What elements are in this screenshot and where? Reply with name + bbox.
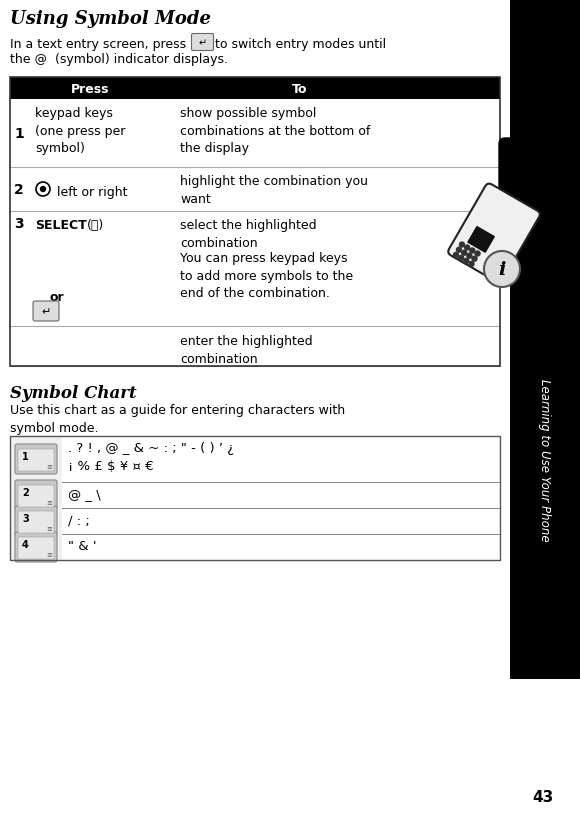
Text: 2: 2 bbox=[14, 183, 24, 197]
Circle shape bbox=[467, 254, 472, 259]
Text: / : ;: / : ; bbox=[68, 514, 90, 527]
Bar bbox=[10, 482, 62, 509]
Text: " & ': " & ' bbox=[68, 540, 96, 552]
Circle shape bbox=[465, 246, 470, 251]
Text: 2: 2 bbox=[22, 487, 29, 497]
FancyBboxPatch shape bbox=[15, 445, 57, 474]
Text: . ? ! , @ _ & ~ : ; " - ( ) ’ ¿
¡ % £ $ ¥ ¤ €: . ? ! , @ _ & ~ : ; " - ( ) ’ ¿ ¡ % £ $ … bbox=[68, 441, 234, 473]
FancyBboxPatch shape bbox=[499, 139, 579, 281]
FancyBboxPatch shape bbox=[15, 532, 57, 563]
Text: i: i bbox=[498, 260, 506, 278]
Text: Learning to Use Your Phone: Learning to Use Your Phone bbox=[538, 378, 552, 541]
Text: select the highlighted
combination: select the highlighted combination bbox=[180, 219, 317, 249]
Bar bbox=[10, 437, 500, 560]
Circle shape bbox=[459, 256, 463, 261]
Text: ≡: ≡ bbox=[46, 525, 52, 532]
Bar bbox=[10, 437, 62, 482]
Text: 1: 1 bbox=[14, 127, 24, 141]
FancyBboxPatch shape bbox=[18, 511, 54, 533]
FancyBboxPatch shape bbox=[191, 34, 213, 52]
Text: ↵: ↵ bbox=[41, 306, 50, 317]
Text: 3: 3 bbox=[14, 217, 24, 231]
Text: Symbol Chart: Symbol Chart bbox=[10, 385, 137, 401]
Bar bbox=[468, 228, 494, 253]
Text: ≡: ≡ bbox=[46, 464, 52, 469]
FancyBboxPatch shape bbox=[18, 537, 54, 559]
Text: 3: 3 bbox=[22, 514, 29, 523]
Circle shape bbox=[475, 251, 480, 256]
Text: ≡: ≡ bbox=[46, 500, 52, 505]
Text: the @  (symbol) indicator displays.: the @ (symbol) indicator displays. bbox=[10, 53, 228, 66]
Text: 43: 43 bbox=[532, 790, 554, 804]
Circle shape bbox=[464, 259, 469, 264]
Text: ≡: ≡ bbox=[46, 551, 52, 557]
Text: left or right: left or right bbox=[53, 185, 128, 198]
Circle shape bbox=[484, 251, 520, 287]
FancyBboxPatch shape bbox=[33, 301, 59, 322]
Text: 4: 4 bbox=[22, 540, 29, 550]
Text: highlight the combination you
want: highlight the combination you want bbox=[180, 174, 368, 206]
Text: or: or bbox=[50, 290, 64, 303]
Circle shape bbox=[456, 248, 462, 253]
Text: You can press keypad keys
to add more symbols to the
end of the combination.: You can press keypad keys to add more sy… bbox=[180, 251, 353, 300]
FancyBboxPatch shape bbox=[448, 184, 540, 283]
Bar bbox=[10, 78, 500, 100]
Circle shape bbox=[459, 242, 465, 247]
Circle shape bbox=[454, 253, 458, 258]
Text: enter the highlighted
combination: enter the highlighted combination bbox=[180, 335, 313, 365]
Text: In a text entry screen, press: In a text entry screen, press bbox=[10, 38, 186, 51]
Text: Using Symbol Mode: Using Symbol Mode bbox=[10, 10, 211, 28]
Text: 1: 1 bbox=[22, 451, 29, 461]
Text: Use this chart as a guide for entering characters with
symbol mode.: Use this chart as a guide for entering c… bbox=[10, 404, 345, 434]
Text: (⌣): (⌣) bbox=[87, 219, 104, 232]
FancyBboxPatch shape bbox=[15, 481, 57, 510]
Bar bbox=[10, 509, 62, 534]
FancyBboxPatch shape bbox=[15, 506, 57, 536]
Text: To: To bbox=[292, 83, 308, 95]
Text: to switch entry modes until: to switch entry modes until bbox=[215, 38, 386, 51]
Circle shape bbox=[41, 188, 45, 192]
FancyBboxPatch shape bbox=[18, 450, 54, 472]
Text: show possible symbol
combinations at the bottom of
the display: show possible symbol combinations at the… bbox=[180, 106, 371, 155]
Text: keypad keys
(one press per
symbol): keypad keys (one press per symbol) bbox=[35, 106, 125, 155]
Text: Press: Press bbox=[71, 83, 109, 95]
Text: ↵: ↵ bbox=[198, 38, 206, 48]
Bar bbox=[10, 78, 500, 367]
Text: SELECT: SELECT bbox=[35, 219, 87, 232]
FancyBboxPatch shape bbox=[18, 486, 54, 508]
Circle shape bbox=[470, 249, 475, 254]
Bar bbox=[10, 534, 62, 560]
Circle shape bbox=[36, 183, 50, 197]
Circle shape bbox=[472, 257, 477, 262]
Bar bbox=[510, 0, 580, 679]
Text: @ _ \: @ _ \ bbox=[68, 487, 101, 500]
Circle shape bbox=[469, 262, 474, 267]
Circle shape bbox=[462, 251, 467, 256]
